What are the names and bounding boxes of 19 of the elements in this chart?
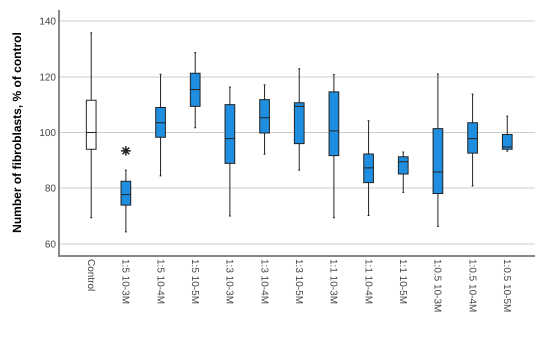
x-tick-label: 1:1 10-4M xyxy=(362,259,374,304)
y-axis-title: Number of fibroblasts, % of control xyxy=(10,32,24,233)
y-tick-label: 140 xyxy=(39,16,56,28)
x-tick-label: 1:3 10-3M xyxy=(224,259,235,304)
x-tick-label: 1:5 10-3M xyxy=(120,259,131,304)
x-tick-label: 1:0.5 10-5M xyxy=(501,259,512,312)
y-tick-label: 60 xyxy=(44,239,56,250)
x-tick-label: 1:3 10-4M xyxy=(258,259,270,304)
y-tick-label: 80 xyxy=(44,184,56,195)
x-tick-label: 1:1 10-5M xyxy=(397,259,408,304)
x-tick-label: 1:3 10-5M xyxy=(292,259,304,304)
x-tick-label: 1:5 10-4M xyxy=(154,259,166,304)
x-tick-label: 1:5 10-5M xyxy=(188,259,200,304)
x-tick-label: 1:1 10-3M xyxy=(328,259,339,304)
x-tick-label: Control xyxy=(84,259,96,292)
y-tick-label: 120 xyxy=(39,72,56,84)
y-tick-label: 100 xyxy=(39,128,56,139)
x-tick-label: 1:0.5 10-4M xyxy=(466,259,478,312)
x-tick-label: 1:0.5 10-3M xyxy=(432,259,443,312)
